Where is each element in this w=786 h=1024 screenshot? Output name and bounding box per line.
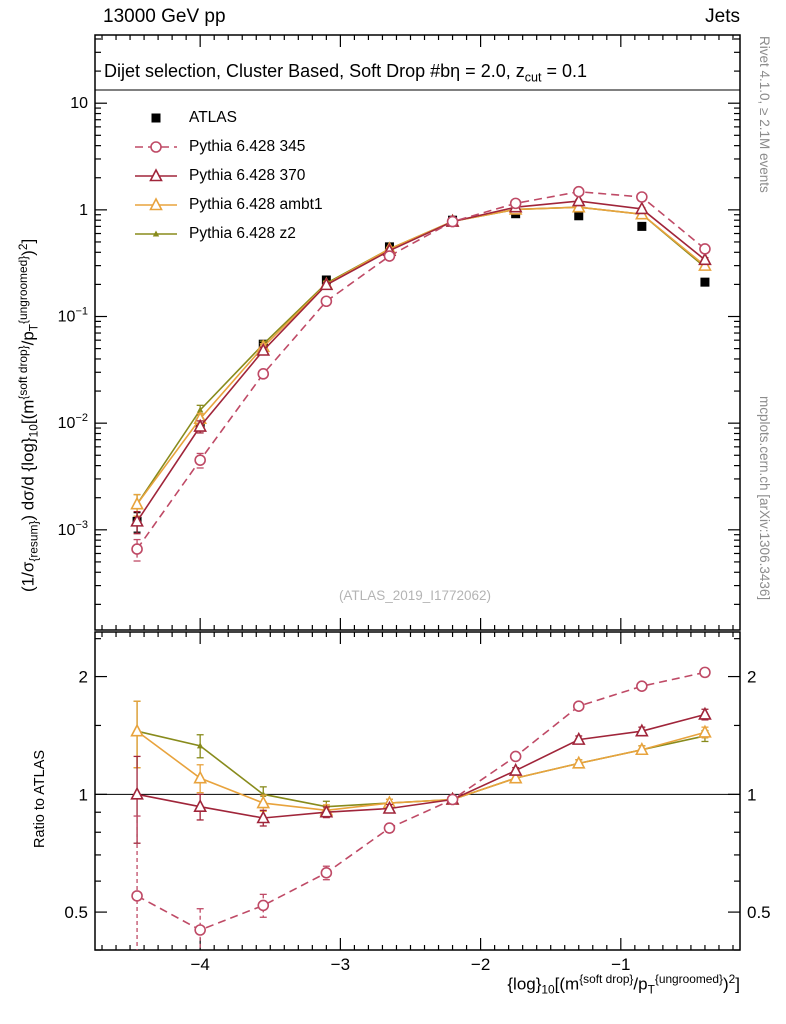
- label-segment: {log}: [507, 974, 542, 994]
- y-axis-label-main: (1/σ{resum}) dσ/d {log}10[(m{soft drop}/…: [16, 239, 41, 592]
- svg-text:1: 1: [79, 202, 88, 219]
- label-segment: 2: [16, 243, 30, 251]
- svg-text:1: 1: [79, 785, 88, 804]
- legend-marker-pythia-6-428-345-icon: [135, 140, 177, 153]
- label-segment: {soft drop}: [579, 972, 634, 986]
- ratio-series-pythia-6-428-370: [130, 706, 712, 844]
- legend-label: Pythia 6.428 ambt1: [189, 195, 323, 213]
- main-series-pythia-6-428-ambt1: [130, 199, 712, 517]
- mcplots-attribution-note: mcplots.cern.ch [arXiv:1306.3436]: [757, 396, 772, 601]
- svg-text:1: 1: [747, 785, 756, 804]
- legend-label: Pythia 6.428 370: [189, 166, 306, 184]
- main-series-pythia-6-428-z2: [133, 203, 709, 517]
- axis-ticks: [95, 35, 740, 951]
- label-segment: 10: [26, 424, 41, 438]
- legend-item-atlas: ATLAS: [133, 103, 323, 132]
- ratio-series-pythia-6-428-ambt1: [130, 700, 712, 817]
- label-segment: ): [722, 974, 729, 994]
- svg-text:10−2: 10−2: [58, 412, 88, 432]
- process-label: Jets: [705, 6, 740, 27]
- legend-marker-pythia-6-428-z2-icon: [135, 230, 177, 236]
- label-segment: {soft drop}: [16, 345, 30, 400]
- label-segment: 10: [541, 982, 555, 997]
- rivet-version-note: Rivet 4.1.0, ≥ 2.1M events: [757, 36, 772, 193]
- label-segment: {ungroomed}: [654, 972, 723, 986]
- svg-text:−3: −3: [331, 955, 350, 974]
- label-segment: /p: [633, 974, 648, 994]
- label-segment: {resum}: [26, 520, 41, 562]
- label-segment: [(m: [554, 974, 580, 994]
- label-segment: (1/σ: [18, 561, 38, 592]
- y-axis-label-ratio: Ratio to ATLAS: [32, 749, 48, 848]
- legend-item-pythia-6-428-ambt1: Pythia 6.428 ambt1: [133, 190, 323, 219]
- analysis-id-watermark: (ATLAS_2019_I1772062): [338, 588, 492, 603]
- axis-tick-labels: −4 −3 −2 −1 10 1 10−1 10−2 10−3 2 2 1 1 0.5 0.5: [58, 95, 771, 974]
- svg-text:0.5: 0.5: [64, 903, 88, 922]
- svg-text:2: 2: [79, 668, 88, 687]
- svg-text:−2: −2: [471, 955, 490, 974]
- svg-text:0.5: 0.5: [747, 903, 771, 922]
- legend-item-pythia-6-428-370: Pythia 6.428 370: [133, 161, 323, 190]
- label-segment: 2: [728, 972, 736, 986]
- x-axis-label: {log}10[(m{soft drop}/pT{ungroomed})2]: [507, 972, 740, 997]
- svg-text:−4: −4: [190, 955, 209, 974]
- legend-marker-pythia-6-428-ambt1-icon: [135, 196, 177, 210]
- label-segment: T: [26, 323, 41, 332]
- label-segment: cut: [524, 70, 542, 85]
- plot-title: Dijet selection, Cluster Based, Soft Dro…: [104, 61, 587, 84]
- svg-text:10−3: 10−3: [58, 519, 88, 539]
- main-series-pythia-6-428-345: [131, 185, 711, 562]
- main-series-atlas: [132, 209, 710, 533]
- label-segment: Dijet selection, Cluster Based, Soft Dro…: [104, 61, 525, 81]
- legend-label: ATLAS: [189, 108, 237, 126]
- label-segment: = 0.1: [541, 61, 588, 81]
- beam-energy-label: 13000 GeV pp: [103, 6, 226, 27]
- legend-item-pythia-6-428-345: Pythia 6.428 345: [133, 132, 323, 161]
- title-box: [94, 34, 741, 91]
- label-segment: ): [18, 250, 38, 256]
- svg-text:2: 2: [747, 668, 756, 687]
- legend-marker-pythia-6-428-370-icon: [135, 167, 177, 181]
- legend-label: Pythia 6.428 z2: [189, 224, 296, 242]
- label-segment: ]: [18, 238, 38, 244]
- ratio-plot-frame: [94, 631, 741, 951]
- legend-item-pythia-6-428-z2: Pythia 6.428 z2: [133, 219, 323, 248]
- label-segment: T: [647, 982, 655, 997]
- label-segment: [(m: [18, 399, 38, 425]
- legend: ATLAS Pythia 6.428 345 Pythia 6.428 370 Pyt…: [133, 103, 323, 248]
- legend-marker-atlas-icon: [151, 113, 161, 122]
- label-segment: {ungroomed}: [16, 255, 30, 324]
- label-segment: ]: [735, 974, 740, 994]
- svg-text:10−1: 10−1: [58, 306, 88, 326]
- label-segment: /p: [18, 331, 38, 346]
- ratio-series-pythia-6-428-z2: [133, 700, 709, 813]
- ratio-series-pythia-6-428-345: [131, 666, 711, 950]
- legend-label: Pythia 6.428 345: [189, 137, 306, 155]
- label-segment: ) dσ/d {log}: [18, 437, 38, 521]
- svg-text:−1: −1: [611, 955, 630, 974]
- svg-text:10: 10: [70, 95, 88, 112]
